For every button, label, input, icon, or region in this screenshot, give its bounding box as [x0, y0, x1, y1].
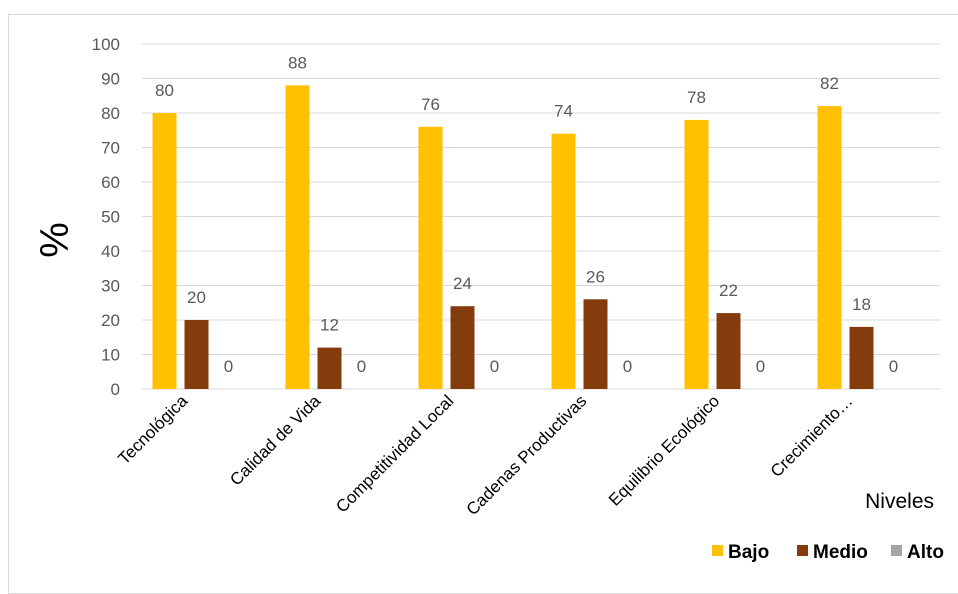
- bar-bajo: [684, 119, 709, 390]
- y-tick-label: 30: [101, 277, 120, 296]
- data-label-bajo: 88: [288, 53, 307, 72]
- y-axis-title: %: [33, 222, 77, 258]
- data-label-bajo: 78: [687, 88, 706, 107]
- bar-medio: [716, 313, 741, 389]
- y-axis-ticks: 0 10 20 30 40 50 60 70 80 90 100: [92, 35, 120, 399]
- data-label-alto: 0: [224, 357, 233, 376]
- bar-bajo: [551, 133, 576, 389]
- category-label: Crecimiento…: [767, 391, 857, 481]
- category-label: Tecnológica: [114, 391, 191, 468]
- data-label-alto: 0: [490, 357, 499, 376]
- data-label-bajo: 80: [155, 81, 174, 100]
- legend-label-bajo: Bajo: [728, 542, 769, 563]
- x-axis-title: Niveles: [865, 490, 934, 513]
- bar-medio: [450, 306, 475, 389]
- y-tick-label: 90: [101, 70, 120, 89]
- y-tick-label: 20: [101, 311, 120, 330]
- legend-swatch-bajo: [712, 545, 723, 556]
- bar-medio: [849, 326, 874, 389]
- gridlines: [142, 43, 940, 390]
- data-label-medio: 22: [719, 281, 738, 300]
- legend-swatch-medio: [797, 545, 808, 556]
- data-labels: 80 20 0 88 12 0 76 24 0 74 26 0 78 22 0 82 18 0: [155, 53, 898, 376]
- y-tick-label: 70: [101, 139, 120, 158]
- bars: [152, 85, 874, 390]
- bar-bajo: [418, 126, 443, 390]
- data-label-medio: 26: [586, 267, 605, 286]
- bar-medio: [583, 299, 608, 389]
- y-tick-label: 40: [101, 242, 120, 261]
- y-tick-label: 80: [101, 104, 120, 123]
- data-label-medio: 12: [320, 316, 339, 335]
- bar-medio: [184, 320, 209, 389]
- legend-swatch-alto: [891, 545, 902, 556]
- bar-medio: [317, 347, 342, 389]
- bar-bajo: [817, 106, 842, 389]
- category-label: Cadenas Productivas: [463, 391, 591, 519]
- data-label-bajo: 76: [421, 95, 440, 114]
- data-label-alto: 0: [756, 357, 765, 376]
- bar-bajo: [285, 85, 310, 390]
- data-label-medio: 18: [852, 295, 871, 314]
- bar-bajo: [152, 113, 177, 389]
- legend-label-medio: Medio: [813, 542, 868, 563]
- data-label-medio: 24: [453, 274, 472, 293]
- y-tick-label: 0: [111, 380, 120, 399]
- y-tick-label: 10: [101, 346, 120, 365]
- y-tick-label: 60: [101, 173, 120, 192]
- category-label: Calidad de Vida: [226, 391, 324, 489]
- data-label-medio: 20: [187, 288, 206, 307]
- data-label-bajo: 74: [554, 102, 573, 121]
- category-labels: Tecnológica Calidad de Vida Competitividad…: [114, 391, 856, 519]
- data-label-alto: 0: [889, 357, 898, 376]
- legend: Bajo Medio Alto: [712, 542, 944, 563]
- data-label-alto: 0: [357, 357, 366, 376]
- category-label: Equilibrio Ecológico: [605, 391, 723, 509]
- legend-label-alto: Alto: [907, 542, 944, 563]
- data-label-bajo: 82: [820, 74, 839, 93]
- y-tick-label: 100: [92, 35, 120, 54]
- category-label: Competitividad Local: [332, 391, 457, 516]
- y-tick-label: 50: [101, 208, 120, 227]
- data-label-alto: 0: [623, 357, 632, 376]
